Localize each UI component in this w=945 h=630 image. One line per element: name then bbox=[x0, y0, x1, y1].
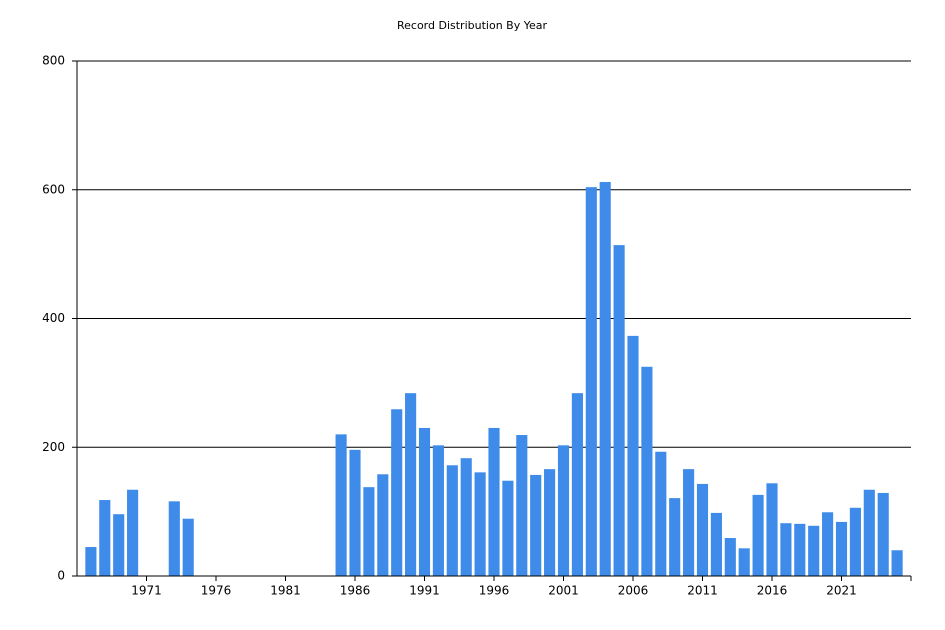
x-tick-label: 1976 bbox=[201, 584, 232, 598]
bar bbox=[585, 187, 597, 577]
y-tick-label: 200 bbox=[42, 440, 65, 454]
bar bbox=[571, 393, 583, 576]
bar bbox=[391, 409, 403, 576]
x-tick-label: 1996 bbox=[479, 584, 510, 598]
bar bbox=[863, 489, 875, 576]
bar bbox=[669, 498, 681, 576]
bar bbox=[808, 525, 820, 576]
bar bbox=[335, 434, 347, 576]
bar bbox=[418, 427, 431, 576]
bar bbox=[502, 480, 514, 576]
bar bbox=[446, 465, 458, 576]
x-tick-label: 2001 bbox=[548, 584, 579, 598]
y-tick-label: 400 bbox=[42, 311, 65, 325]
bar bbox=[891, 550, 903, 576]
bar bbox=[182, 518, 194, 576]
bar bbox=[613, 245, 625, 577]
x-tick-label: 2021 bbox=[826, 584, 857, 598]
bar bbox=[405, 393, 417, 576]
bar bbox=[655, 451, 667, 576]
bar bbox=[432, 445, 444, 576]
bar bbox=[752, 494, 764, 576]
bar bbox=[696, 483, 709, 576]
x-tick-label: 1991 bbox=[409, 584, 440, 598]
bar bbox=[168, 501, 180, 576]
bar bbox=[127, 489, 139, 576]
bar bbox=[349, 449, 361, 576]
bar bbox=[710, 512, 722, 576]
bar bbox=[766, 483, 778, 576]
bar bbox=[460, 458, 472, 576]
bar bbox=[724, 538, 736, 576]
bar bbox=[85, 547, 97, 576]
bar bbox=[794, 523, 806, 576]
bar bbox=[877, 492, 889, 576]
bar bbox=[377, 474, 389, 576]
bar bbox=[530, 474, 542, 576]
bar bbox=[599, 182, 611, 576]
bar bbox=[557, 445, 570, 576]
bar bbox=[738, 548, 750, 576]
bar bbox=[780, 523, 792, 576]
bar bbox=[683, 469, 695, 576]
bar bbox=[516, 435, 528, 576]
bar bbox=[822, 512, 834, 576]
bar bbox=[835, 521, 848, 576]
bar bbox=[849, 507, 861, 576]
bar bbox=[641, 366, 653, 576]
x-tick-label: 2006 bbox=[618, 584, 649, 598]
x-tick-label: 2011 bbox=[687, 584, 718, 598]
chart-title: Record Distribution By Year bbox=[397, 19, 547, 32]
bar bbox=[488, 427, 500, 576]
bar bbox=[627, 335, 639, 576]
bar bbox=[113, 514, 125, 576]
y-tick-label: 600 bbox=[42, 182, 65, 196]
bar bbox=[99, 500, 111, 576]
bar bbox=[363, 487, 375, 576]
y-tick-label: 0 bbox=[57, 569, 65, 583]
x-tick-label: 1986 bbox=[340, 584, 371, 598]
y-tick-label: 800 bbox=[42, 54, 65, 68]
x-tick-label: 1981 bbox=[270, 584, 301, 598]
bar bbox=[544, 469, 556, 576]
x-tick-label: 1971 bbox=[131, 584, 162, 598]
bar bbox=[474, 472, 486, 576]
x-tick-label: 2016 bbox=[757, 584, 788, 598]
